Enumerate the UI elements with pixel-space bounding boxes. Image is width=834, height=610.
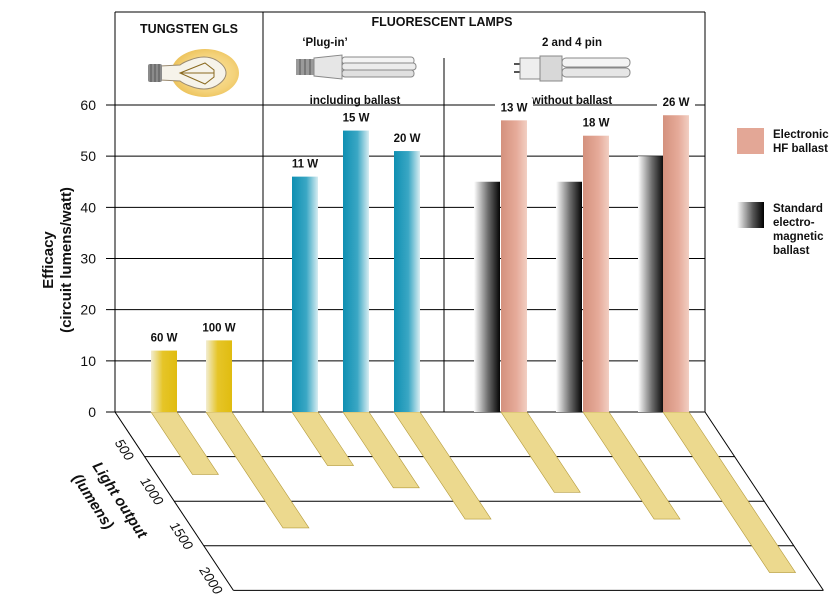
y-tick-label: 60 — [80, 97, 96, 113]
light-output-bar — [150, 411, 219, 475]
y-axis-subtitle: (circuit lumens/watt) — [58, 187, 75, 333]
light-output-bar — [291, 411, 355, 466]
light-output-bar — [393, 411, 492, 520]
y-tick-label: 20 — [80, 302, 96, 318]
efficacy-bar — [292, 176, 318, 412]
y-tick-label: 50 — [80, 148, 96, 164]
subgroup-plugin-note: including ballast — [310, 95, 401, 107]
bar-label-backdrop — [495, 98, 533, 116]
efficacy-bar — [638, 156, 664, 412]
efficacy-bar — [474, 181, 500, 412]
legend-standard-line-3: magnetic — [773, 231, 824, 243]
legend-standard-line-1: Standard — [773, 203, 823, 215]
legend-standard-line-4: ballast — [773, 245, 810, 257]
bar-label: 13 W — [501, 102, 528, 114]
bar-label: 20 W — [394, 133, 421, 145]
efficacy-bar — [394, 151, 420, 413]
subgroup-plugin-title: ‘Plug-in’ — [302, 37, 347, 49]
bar-label-backdrop — [657, 93, 695, 111]
y-tick-label: 40 — [80, 199, 96, 215]
y-tick-label: 30 — [80, 251, 96, 267]
efficacy-bar — [151, 350, 177, 412]
legend-swatch-standard — [737, 202, 764, 228]
floor-right-edge — [704, 411, 824, 591]
y-axis-label: Efficacy (circuit lumens/watt) — [40, 187, 75, 333]
bar-label: 26 W — [663, 97, 690, 109]
bar-label: 60 W — [151, 333, 178, 345]
legend-electronic-line-1: Electronic — [773, 129, 829, 141]
tungsten-bulb-icon — [148, 49, 239, 97]
legend-standard-line-2: electro- — [773, 217, 815, 229]
y-axis-ticks: 0 10 20 30 40 50 60 — [80, 97, 96, 420]
pin-lamp-icon — [514, 55, 631, 82]
plug-in-lamp-icon — [296, 54, 417, 80]
bar-label: 100 W — [202, 322, 235, 334]
z-tick-label: 1500 — [167, 519, 196, 553]
efficacy-bar — [556, 181, 582, 412]
y-tick-label: 10 — [80, 353, 96, 369]
z-tick-label: 2000 — [196, 563, 226, 598]
legend: Electronic HF ballast Standard electro- … — [737, 128, 829, 257]
light-output-bar — [205, 411, 310, 529]
efficacy-bars: 60 W 100 W 11 W 15 W 20 W 13 W 18 W 26 W — [151, 93, 695, 413]
y-tick-label: 0 — [88, 404, 96, 420]
group-title-fluorescent: FLUORESCENT LAMPS — [372, 15, 513, 29]
subgroup-pin-note: without ballast — [531, 95, 613, 107]
y-axis-title: Efficacy — [40, 231, 57, 289]
group-title-tungsten: TUNGSTEN GLS — [140, 22, 238, 36]
light-output-bar — [500, 411, 581, 493]
light-output-bars — [150, 411, 797, 573]
efficacy-bar — [206, 340, 232, 412]
subgroup-pin-title: 2 and 4 pin — [542, 37, 602, 49]
bar-label-backdrop — [577, 113, 615, 131]
light-output-bar — [662, 411, 797, 573]
light-output-bar — [582, 411, 681, 520]
floor-left-edge — [114, 411, 234, 591]
z-axis-label: Light output (lumens) — [69, 459, 151, 542]
efficacy-bar — [501, 120, 527, 412]
efficacy-bar — [583, 135, 609, 412]
bar-label: 18 W — [583, 118, 610, 130]
bar-label: 15 W — [343, 113, 370, 125]
z-tick-label: 500 — [112, 436, 137, 463]
legend-electronic-line-2: HF ballast — [773, 143, 828, 155]
efficacy-bar — [343, 130, 369, 413]
z-tick-label: 1000 — [137, 474, 166, 508]
efficacy-bar — [663, 115, 689, 412]
bar-label: 11 W — [292, 159, 318, 171]
legend-swatch-electronic — [737, 128, 764, 154]
